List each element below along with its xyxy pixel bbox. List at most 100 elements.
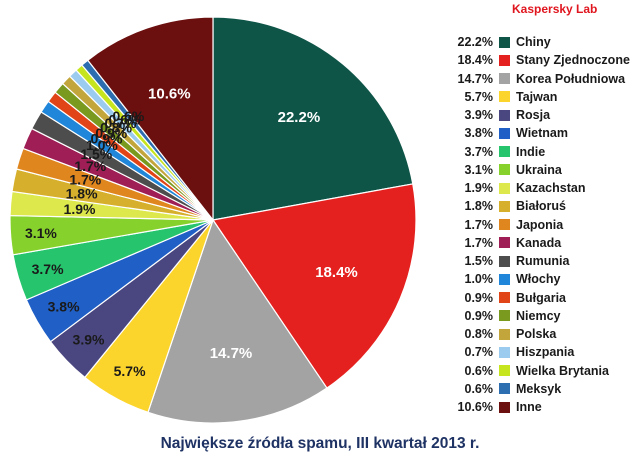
legend-swatch [499,200,510,212]
legend-label: Rosja [516,108,551,123]
legend-item: 1.8% Białoruś [447,197,637,215]
legend-percent: 1.0% [464,272,494,287]
legend-item: 1.7% Kanada [447,234,637,252]
legend-swatch [499,54,510,66]
legend-swatch [499,328,510,340]
legend-swatch [499,292,510,304]
legend-item: 0.7% Hiszpania [447,343,637,361]
legend-item: 1.7% Japonia [447,216,637,234]
legend-label: Wielka Brytania [516,363,609,378]
legend-swatch [499,383,510,395]
slice-label: 10.6% [148,85,191,102]
legend-item: 18.4% Stany Zjednoczone [447,51,637,69]
legend-item: 1.9% Kazachstan [447,179,637,197]
legend-item: 0.6% Wielka Brytania [447,362,637,380]
legend-item: 3.8% Wietnam [447,124,637,142]
legend-swatch [499,164,510,176]
slice-label: 0.9% [95,125,127,141]
legend-item: 5.7% Tajwan [447,88,637,106]
pie-chart: 22.2%18.4%14.7%5.7%3.9%3.8%3.7%3.1%1.9%1… [9,16,417,424]
legend-swatch [499,310,510,322]
legend-item: 0.9% Bułgaria [447,289,637,307]
legend-percent: 3.9% [464,108,494,123]
legend-swatch [499,219,510,231]
slice-label: 3.8% [48,298,80,314]
legend-item: 14.7% Korea Południowa [447,70,637,88]
legend-swatch [499,109,510,121]
legend-item: 0.9% Niemcy [447,307,637,325]
slice-label: 0.6% [112,108,144,124]
legend-label: Włochy [516,272,561,287]
legend-percent: 3.7% [464,144,494,159]
legend-swatch [499,182,510,194]
legend-percent: 0.7% [464,345,494,360]
legend-percent: 14.7% [457,71,493,86]
legend-swatch [499,146,510,158]
legend-label: Rumunia [516,254,570,269]
slice-label: 3.9% [73,332,105,348]
legend-percent: 0.8% [464,327,494,342]
legend-swatch [499,127,510,139]
chart-title: Największe źródła spamu, III kwartał 201… [160,435,480,452]
legend-label: Chiny [516,35,551,50]
legend-label: Wietnam [516,126,568,141]
legend-label: Meksyk [516,381,562,396]
slice-label: 3.7% [32,261,64,277]
slice-label: 1.9% [64,201,96,217]
legend-percent: 0.6% [464,381,494,396]
slice-label: 0.7% [105,115,137,131]
slice-label: 1.5% [80,146,112,162]
chart-legend: 22.2% Chiny 18.4% Stany Zjednoczone 14.7% Kor… [447,33,637,416]
legend-percent: 3.8% [464,126,494,141]
legend-item: 3.1% Ukraina [447,161,637,179]
legend-label: Polska [516,327,557,342]
legend-swatch [499,73,510,85]
legend-swatch [499,36,510,48]
legend-label: Stany Zjednoczone [516,53,630,68]
legend-item: 1.5% Rumunia [447,252,637,270]
legend-label: Hiszpania [516,345,575,360]
legend-percent: 1.7% [464,235,494,250]
pie-slice [86,16,214,222]
slice-label: 22.2% [278,109,321,126]
legend-percent: 18.4% [457,53,493,68]
legend-label: Bułgaria [516,290,567,305]
legend-percent: 1.7% [464,217,494,232]
slice-label: 0.9% [91,131,123,147]
legend-label: Tajwan [516,89,558,104]
legend-label: Korea Południowa [516,71,626,86]
legend-item: 0.8% Polska [447,325,637,343]
brand-label: Kaspersky Lab [512,2,598,16]
legend-percent: 1.9% [464,181,494,196]
slice-label: 1.8% [66,186,98,202]
legend-item: 3.9% Rosja [447,106,637,124]
legend-swatch [499,365,510,377]
legend-percent: 0.9% [464,290,494,305]
legend-label: Kazachstan [516,181,586,196]
legend-label: Ukraina [516,162,562,177]
legend-label: Białoruś [516,199,567,214]
slice-label: 5.7% [114,363,146,379]
legend-label: Inne [516,400,542,415]
slice-label: 1.0% [86,137,118,153]
legend-label: Niemcy [516,308,561,323]
legend-label: Indie [516,144,546,159]
pie-slice [147,218,328,424]
slice-label: 1.7% [74,158,106,174]
legend-percent: 1.5% [464,254,494,269]
legend-swatch [499,401,510,413]
legend-percent: 1.8% [464,199,494,214]
legend-item: 1.0% Włochy [447,270,637,288]
legend-item: 0.6% Meksyk [447,380,637,398]
slice-label: 3.1% [25,225,57,241]
slice-label: 0.8% [100,120,132,136]
slice-label: 18.4% [315,264,358,281]
slice-label: 14.7% [210,345,253,362]
legend-swatch [499,346,510,358]
slice-label: 1.7% [69,172,101,188]
legend-label: Kanada [516,235,562,250]
legend-swatch [499,91,510,103]
pie-slice [211,183,417,389]
legend-percent: 0.6% [464,363,494,378]
slice-label: 0.6% [109,111,141,127]
